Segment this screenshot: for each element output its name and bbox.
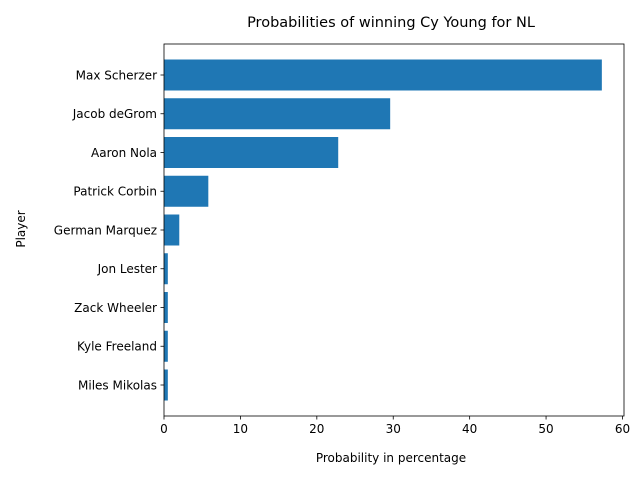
x-axis-label: Probability in percentage: [316, 451, 466, 465]
x-tick-label: 20: [309, 422, 324, 436]
y-tick-label: Max Scherzer: [76, 68, 157, 82]
y-tick-label: Jon Lester: [97, 262, 157, 276]
x-tick-label: 30: [386, 422, 401, 436]
x-tick-label: 10: [233, 422, 248, 436]
y-tick-label: Jacob deGrom: [72, 107, 157, 121]
bar: [164, 292, 168, 323]
bar: [164, 175, 209, 207]
x-tick-label: 60: [615, 422, 630, 436]
y-tick-label: Patrick Corbin: [73, 185, 157, 199]
chart-title: Probabilities of winning Cy Young for NL: [247, 15, 535, 31]
bar: [164, 98, 391, 130]
y-tick-label: German Marquez: [54, 223, 157, 237]
bar: [164, 59, 602, 91]
x-tick-label: 40: [462, 422, 477, 436]
y-tick-label: Aaron Nola: [91, 146, 157, 160]
x-tick-label: 0: [160, 422, 168, 436]
y-tick-label: Kyle Freeland: [77, 340, 157, 354]
x-tick-label: 50: [538, 422, 553, 436]
y-axis-label: Player: [14, 210, 28, 247]
plot-area: Miles Mikolas Kyle Freeland Zack Wheeler Jo…: [54, 43, 630, 436]
y-tick-label: Zack Wheeler: [74, 301, 157, 315]
bar: [164, 253, 168, 285]
plot-frame: [163, 43, 625, 417]
bar: [164, 330, 168, 362]
y-tick-label: Miles Mikolas: [78, 378, 157, 392]
bar: [164, 214, 180, 246]
bar: [164, 137, 339, 168]
bar: [164, 369, 168, 401]
